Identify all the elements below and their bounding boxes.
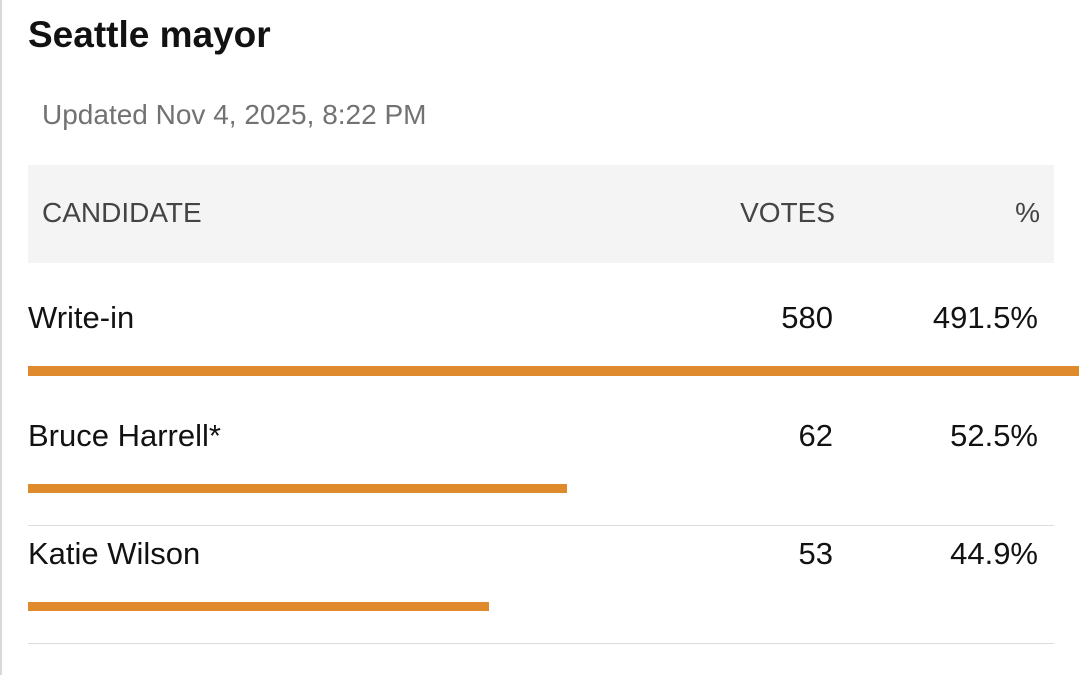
row-separator	[28, 643, 1054, 644]
vote-percent: 44.9%	[950, 536, 1038, 571]
vote-percent: 52.5%	[950, 418, 1038, 453]
candidate-name: Bruce Harrell*	[28, 418, 221, 453]
vote-percent: 491.5%	[932, 300, 1038, 335]
column-header: %	[1015, 197, 1040, 228]
candidate-name: Write-in	[28, 300, 135, 335]
row-separator	[28, 525, 1054, 526]
vote-count: 62	[798, 418, 833, 453]
title: Seattle mayor	[28, 14, 271, 55]
percent-bar	[28, 484, 567, 493]
column-header: CANDIDATE	[42, 197, 202, 228]
table-header: CANDIDATE VOTES %	[28, 165, 1054, 263]
percent-bar	[28, 366, 1079, 376]
vote-count: 53	[798, 536, 833, 571]
candidate-name: Katie Wilson	[28, 536, 201, 571]
vote-count: 580	[781, 300, 833, 335]
updated-time: Updated Nov 4, 2025, 8:22 PM	[42, 99, 427, 130]
percent-bar	[28, 602, 489, 611]
column-header: VOTES	[740, 197, 835, 228]
